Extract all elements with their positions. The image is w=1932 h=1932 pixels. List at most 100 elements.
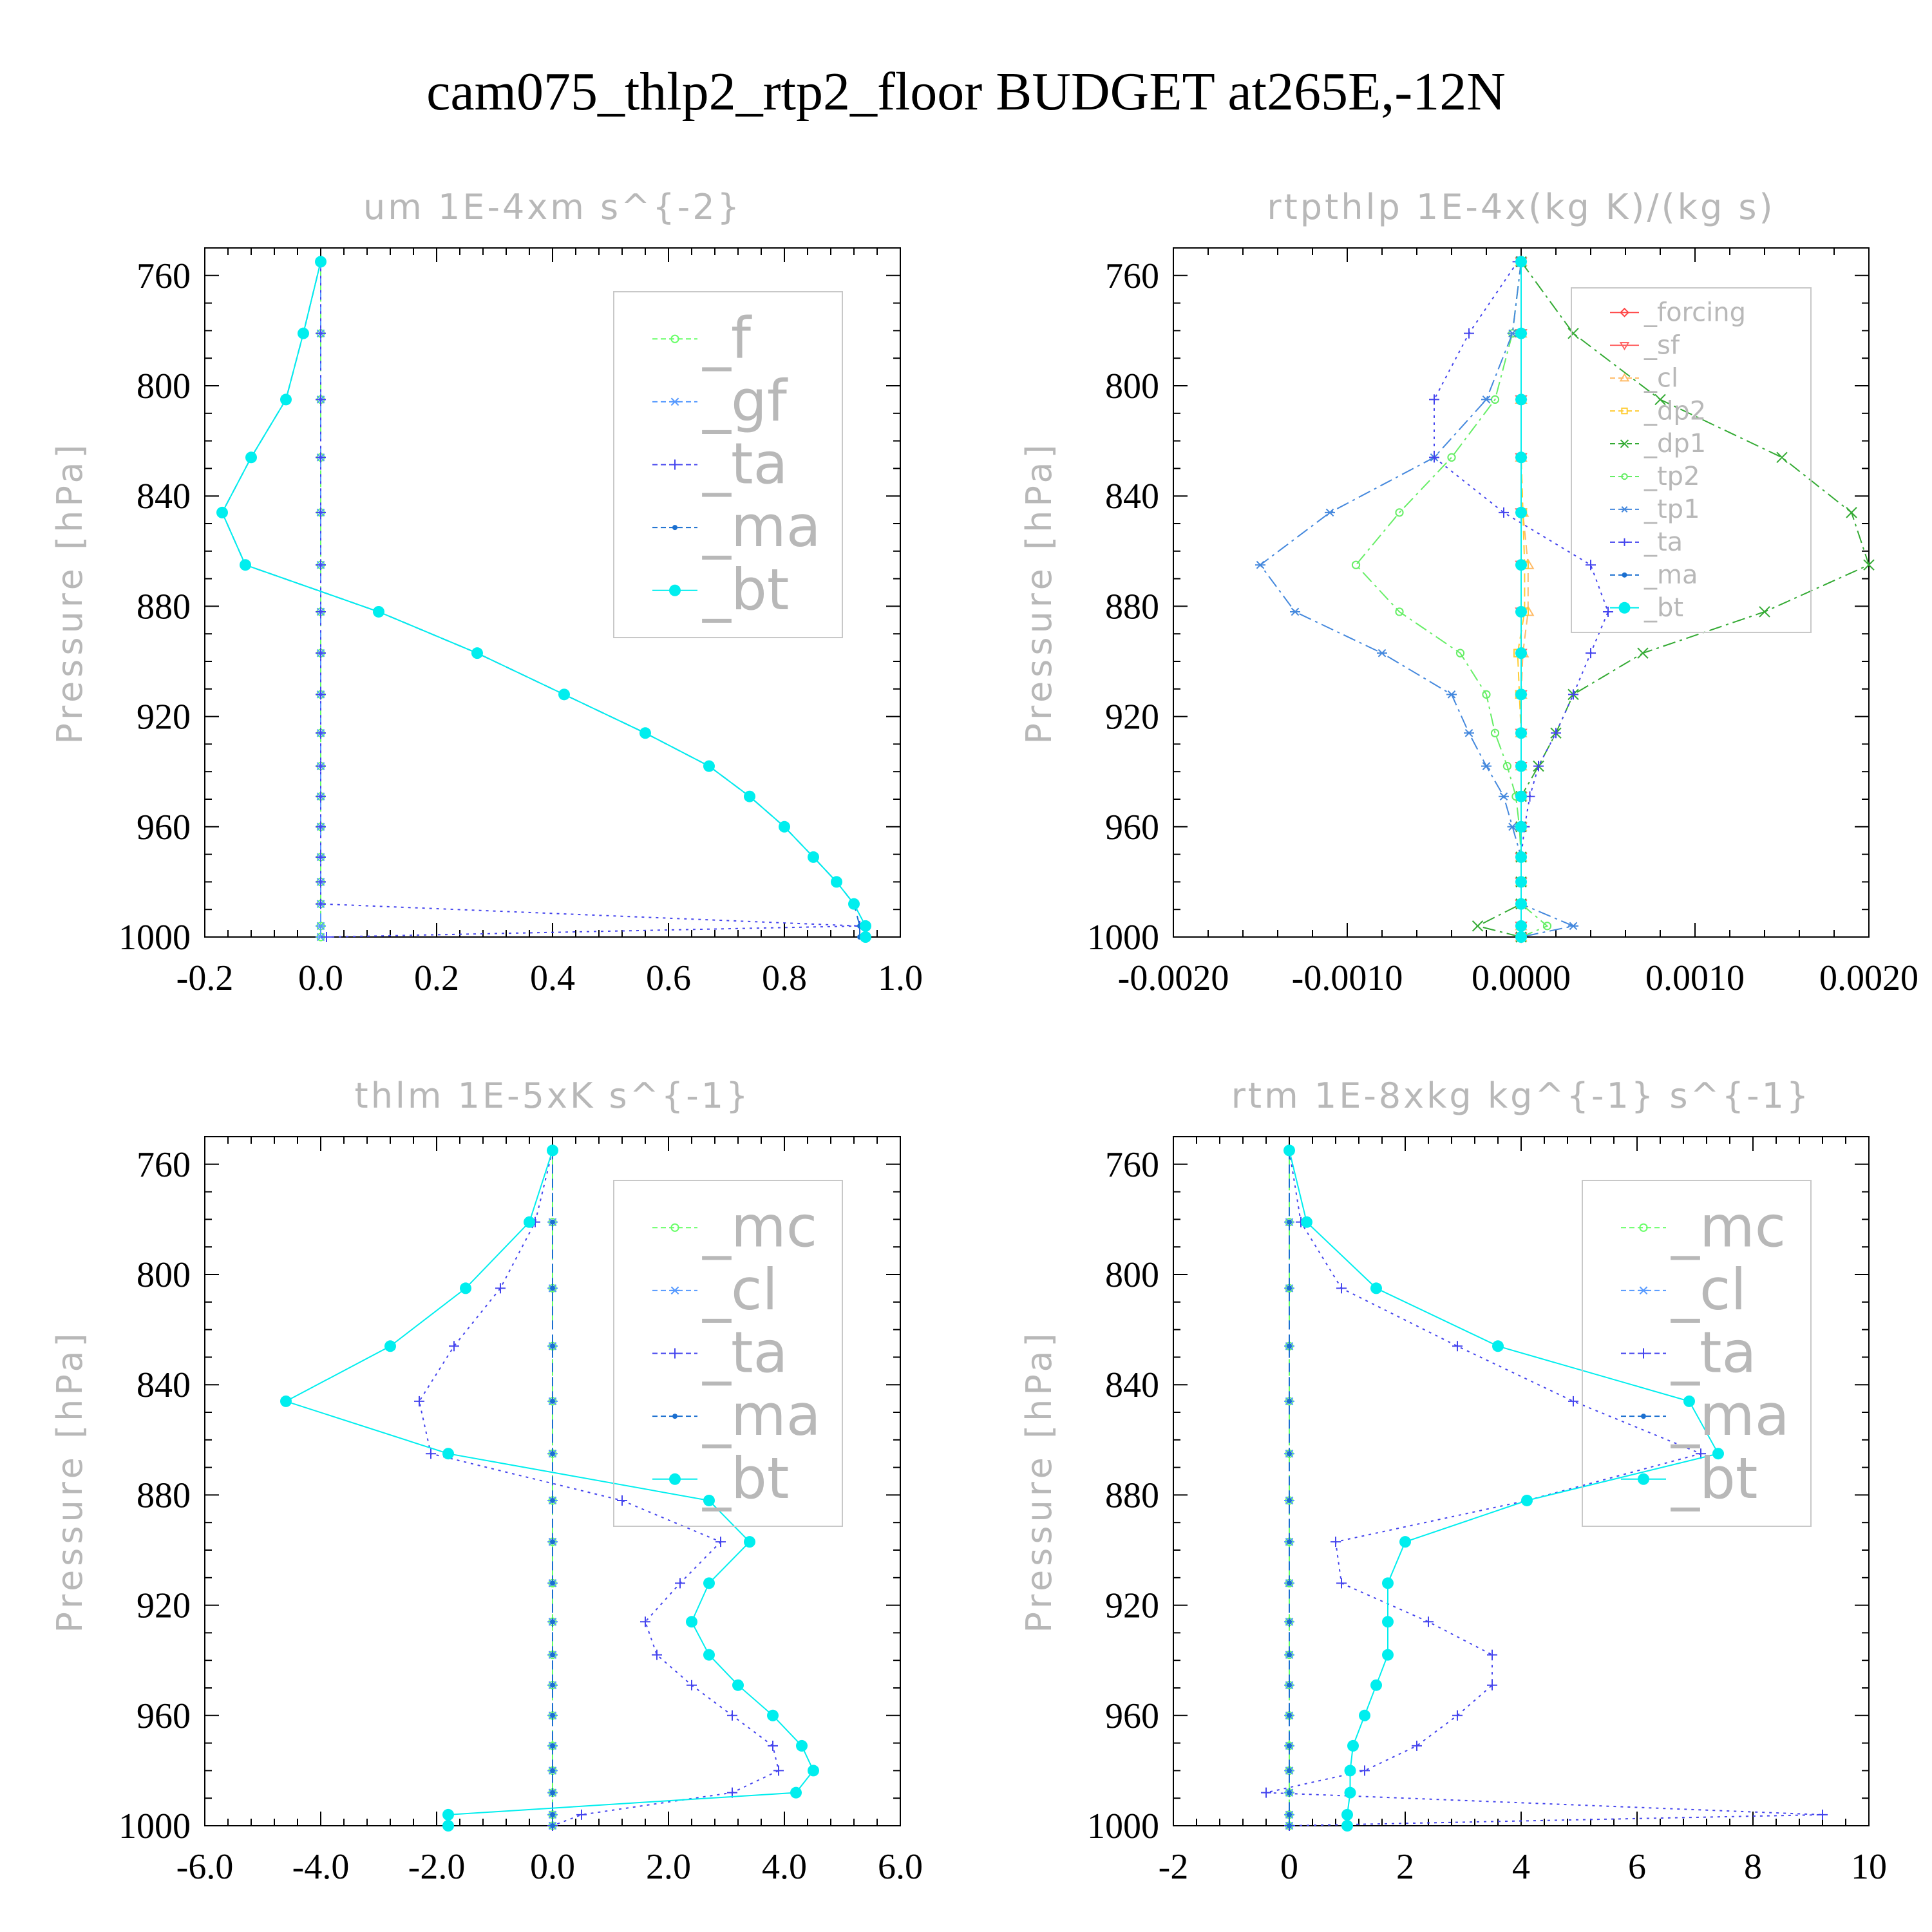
data-point [1344, 1765, 1356, 1777]
legend-label: _ma [1643, 560, 1698, 590]
legend-marker [1620, 506, 1629, 513]
data-point [550, 1619, 555, 1625]
data-point [687, 1680, 697, 1690]
legend: _f_gf_ta_ma_bt [613, 291, 843, 638]
legend-marker [670, 1286, 680, 1295]
x-tick-label: -0.2 [176, 958, 234, 998]
y-tick-label: 840 [137, 1365, 191, 1405]
y-tick-label: 760 [137, 1145, 191, 1185]
data-point [471, 647, 483, 659]
x-tick-label: 4 [1512, 1847, 1530, 1887]
data-point [1287, 1823, 1292, 1828]
data-point [524, 1216, 535, 1228]
legend-marker [670, 1223, 679, 1232]
data-point [1455, 649, 1465, 658]
x-tick-label: 0.6 [646, 958, 691, 998]
data-point [316, 761, 326, 772]
legend-marker [670, 459, 680, 470]
data-point [1515, 451, 1527, 464]
x-tick-label: 0.8 [762, 958, 807, 998]
data-point [1515, 876, 1527, 888]
data-point [280, 393, 292, 406]
legend-marker [1639, 1223, 1648, 1232]
legend-marker [670, 397, 680, 406]
legend-label: _sf [1643, 330, 1680, 360]
y-tick-label: 760 [1105, 256, 1159, 296]
data-point [1382, 1616, 1394, 1628]
legend-marker [1618, 601, 1631, 614]
legend-marker [1638, 1286, 1649, 1295]
legend-marker [670, 334, 679, 343]
data-point [1481, 395, 1492, 404]
legend-label: _ma [702, 493, 821, 560]
data-point [1287, 1743, 1292, 1748]
y-tick-label: 960 [1105, 1696, 1159, 1736]
panel-title: rtm 1E-8xkg kg^{-1} s^{-1} [1231, 1075, 1812, 1116]
data-point [316, 898, 326, 909]
data-point [384, 1340, 396, 1352]
data-point [703, 1577, 715, 1589]
series-mc [548, 1146, 557, 1830]
data-point [1568, 922, 1578, 931]
data-point [1287, 1580, 1292, 1586]
data-point [1515, 688, 1527, 701]
legend-label: _tp2 [1643, 462, 1700, 491]
y-tick-label: 880 [1105, 1475, 1159, 1515]
data-point [675, 1578, 685, 1589]
data-point [576, 1809, 587, 1820]
data-point [550, 1812, 555, 1817]
y-tick-label: 840 [137, 477, 191, 516]
data-point [1287, 1619, 1292, 1625]
data-point [1515, 898, 1527, 910]
data-point [703, 1649, 715, 1661]
data-point [1515, 647, 1527, 659]
data-point [1370, 1679, 1382, 1691]
data-point [1515, 760, 1527, 772]
y-tick-label: 760 [1105, 1145, 1159, 1185]
data-point [1452, 1710, 1463, 1721]
legend: _forcing _sf_cl_dp2_dp1 _tp2 _tp1 _ta_ma_bt [1571, 287, 1812, 633]
series-ta [316, 256, 865, 942]
legend-label: _ma [1671, 1382, 1790, 1448]
x-tick-label: 0.0010 [1645, 958, 1745, 998]
data-point [715, 1537, 726, 1548]
legend-marker [1622, 572, 1627, 578]
x-tick-label: -0.0010 [1292, 958, 1403, 998]
y-tick-label: 800 [137, 366, 191, 406]
legend-marker [1638, 1348, 1649, 1359]
y-tick-label: 1000 [1087, 1806, 1159, 1846]
legend-marker [1620, 538, 1629, 546]
data-point [442, 1820, 454, 1832]
legend-label: _ta [702, 431, 788, 497]
legend-marker [1621, 407, 1628, 415]
x-tick-label: 0.0 [298, 958, 343, 998]
series-line [1289, 1150, 1719, 1826]
data-point [1521, 1494, 1533, 1506]
data-point [639, 727, 651, 739]
data-point [550, 1712, 555, 1718]
legend-label: _gf [702, 368, 788, 434]
data-point [1370, 1282, 1382, 1294]
data-point [652, 1649, 662, 1660]
legend-label: _tp1 [1643, 495, 1700, 524]
data-point [1603, 606, 1613, 617]
legend-label: _bt [702, 556, 789, 623]
data-point [1395, 508, 1404, 517]
series-line [1259, 261, 1576, 938]
data-point [1759, 606, 1770, 618]
data-point [316, 876, 326, 887]
data-point [550, 1580, 555, 1586]
data-point [1542, 922, 1552, 931]
data-point [796, 1739, 808, 1752]
data-point [1447, 453, 1456, 462]
data-point [1515, 851, 1527, 863]
data-point [831, 876, 842, 888]
x-tick-label: -0.0020 [1118, 958, 1229, 998]
data-point [1452, 1341, 1463, 1352]
legend-marker [1619, 373, 1630, 382]
data-point [1283, 1144, 1295, 1157]
x-tick-label: -6.0 [176, 1847, 234, 1887]
plot-frame [204, 247, 901, 938]
data-point [550, 1398, 555, 1404]
x-tick-label: -2 [1159, 1847, 1189, 1887]
